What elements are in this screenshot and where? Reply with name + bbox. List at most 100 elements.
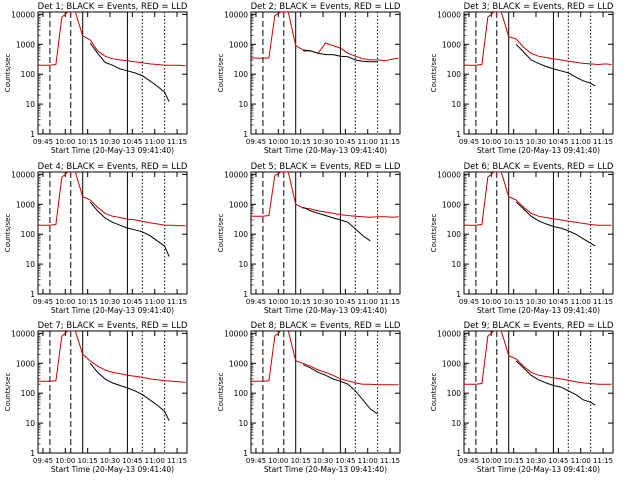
y-tick-label: 1000	[229, 359, 248, 368]
plot-frame	[463, 171, 614, 295]
x-tick-label: 09:45	[33, 457, 53, 465]
events-series-line	[515, 360, 596, 406]
x-axis-label: Start Time (20-May-13 09:41:40)	[264, 146, 387, 155]
y-tick-label: 10	[25, 260, 35, 269]
plot-frame	[250, 330, 401, 454]
y-tick-label: 1	[243, 449, 248, 458]
x-tick-label: 11:15	[167, 298, 187, 306]
x-tick-label: 11:15	[593, 138, 613, 146]
panel-title: Det 9; BLACK = Events, RED = LLD	[464, 321, 614, 331]
y-tick-label: 100	[447, 70, 462, 79]
lld-series-line	[464, 172, 612, 226]
x-tick-label: 11:00	[145, 457, 165, 465]
x-tick-label: 10:30	[526, 298, 546, 306]
detector-panel: Det 3; BLACK = Events, RED = LLD Counts/s…	[430, 2, 614, 155]
panel-title: Det 5; BLACK = Events, RED = LLD	[251, 162, 401, 172]
events-series-line	[302, 206, 371, 242]
x-tick-label: 10:45	[548, 298, 568, 306]
y-tick-label: 10000	[224, 10, 248, 19]
x-tick-label: 10:15	[78, 457, 98, 465]
y-tick-label: 10000	[11, 170, 35, 179]
x-tick-label: 10:45	[335, 138, 355, 146]
x-tick-label: 11:15	[593, 298, 613, 306]
lld-series-line	[38, 172, 186, 227]
y-tick-label: 10	[238, 100, 248, 109]
y-tick-label: 10000	[11, 10, 35, 19]
x-tick-label: 11:00	[145, 138, 165, 146]
y-axis-label: Counts/sec	[430, 214, 438, 253]
x-axis-label: Start Time (20-May-13 09:41:40)	[51, 465, 174, 474]
y-tick-label: 1000	[442, 40, 461, 49]
detector-panel: Det 2; BLACK = Events, RED = LLD Counts/s…	[217, 2, 401, 155]
x-tick-label: 10:15	[78, 298, 98, 306]
y-tick-label: 10000	[224, 329, 248, 338]
panel-title: Det 3; BLACK = Events, RED = LLD	[464, 2, 614, 12]
y-tick-label: 100	[21, 389, 36, 398]
x-tick-label: 10:30	[313, 457, 333, 465]
x-axis-label: Start Time (20-May-13 09:41:40)	[51, 306, 174, 315]
x-tick-label: 11:00	[571, 138, 591, 146]
x-tick-label: 11:15	[380, 298, 400, 306]
y-axis-label: Counts/sec	[217, 54, 225, 93]
x-tick-label: 10:00	[55, 298, 75, 306]
events-series-line	[302, 364, 378, 415]
plot-frame	[37, 171, 188, 295]
y-tick-label: 1	[456, 130, 461, 139]
x-axis-label: Start Time (20-May-13 09:41:40)	[477, 306, 600, 315]
lld-series-line	[38, 331, 186, 383]
x-tick-label: 11:00	[358, 457, 378, 465]
x-tick-label: 11:15	[167, 457, 187, 465]
panel-title: Det 2; BLACK = Events, RED = LLD	[251, 2, 401, 12]
x-tick-label: 11:15	[593, 457, 613, 465]
y-axis-label: Counts/sec	[4, 373, 12, 412]
lld-series-line	[464, 331, 612, 385]
detector-panel: Det 6; BLACK = Events, RED = LLD Counts/s…	[430, 162, 614, 315]
x-tick-label: 09:45	[459, 457, 479, 465]
x-tick-label: 09:45	[459, 298, 479, 306]
x-axis-label: Start Time (20-May-13 09:41:40)	[477, 146, 600, 155]
detector-panel: Det 5; BLACK = Events, RED = LLD Counts/s…	[217, 162, 401, 315]
x-tick-label: 10:00	[55, 138, 75, 146]
detector-panel: Det 7; BLACK = Events, RED = LLD Counts/s…	[4, 321, 188, 474]
x-tick-label: 10:30	[100, 457, 120, 465]
x-axis-label: Start Time (20-May-13 09:41:40)	[264, 306, 387, 315]
plot-frame	[250, 11, 401, 135]
plot-frame	[250, 171, 401, 295]
x-tick-label: 11:15	[167, 138, 187, 146]
x-tick-label: 09:45	[459, 138, 479, 146]
y-axis-label: Counts/sec	[430, 373, 438, 412]
lld-series-line	[38, 12, 186, 67]
x-tick-label: 10:30	[313, 298, 333, 306]
y-tick-label: 10000	[224, 170, 248, 179]
y-tick-label: 100	[21, 70, 36, 79]
y-tick-label: 1000	[442, 359, 461, 368]
y-tick-label: 1000	[442, 200, 461, 209]
panel-title: Det 4; BLACK = Events, RED = LLD	[38, 162, 188, 172]
detector-panel: Det 8; BLACK = Events, RED = LLD Counts/s…	[217, 321, 401, 474]
y-tick-label: 100	[234, 70, 249, 79]
y-tick-label: 10000	[437, 170, 461, 179]
y-tick-label: 1	[30, 449, 35, 458]
x-tick-label: 11:00	[571, 457, 591, 465]
y-tick-label: 100	[447, 230, 462, 239]
y-tick-label: 10	[238, 260, 248, 269]
detector-panel: Det 4; BLACK = Events, RED = LLD Counts/s…	[4, 162, 188, 315]
events-series-line	[89, 362, 170, 421]
x-tick-label: 09:45	[246, 298, 266, 306]
x-tick-label: 10:45	[122, 138, 142, 146]
events-series-line	[89, 42, 170, 102]
x-tick-label: 11:00	[145, 298, 165, 306]
x-tick-label: 09:45	[246, 457, 266, 465]
events-series-line	[89, 201, 170, 257]
lld-series-line	[464, 12, 612, 66]
y-axis-label: Counts/sec	[217, 214, 225, 253]
x-axis-label: Start Time (20-May-13 09:41:40)	[477, 465, 600, 474]
x-tick-label: 10:15	[504, 457, 524, 465]
y-tick-label: 1000	[16, 40, 35, 49]
x-tick-label: 11:15	[380, 138, 400, 146]
detector-panel: Det 1; BLACK = Events, RED = LLD Counts/s…	[4, 2, 188, 155]
events-series-line	[515, 201, 596, 247]
y-tick-label: 100	[447, 389, 462, 398]
x-tick-label: 10:00	[268, 298, 288, 306]
y-tick-label: 100	[234, 230, 249, 239]
